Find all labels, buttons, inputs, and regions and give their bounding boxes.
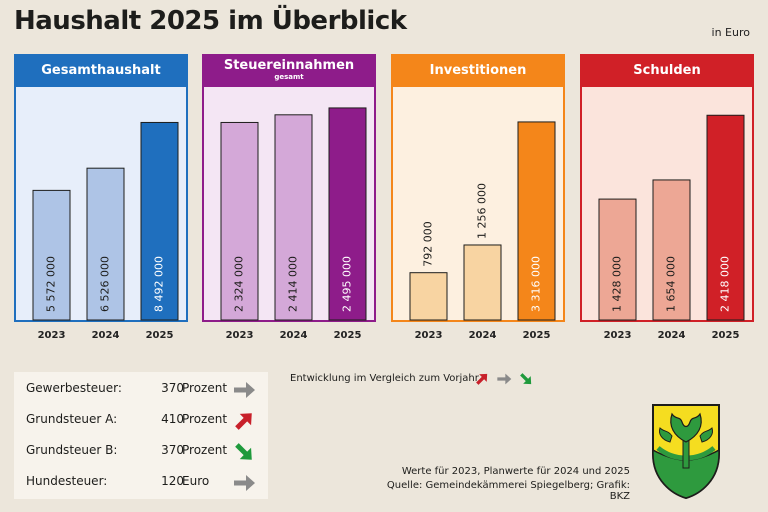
x-tick-label: 2023 xyxy=(225,330,254,341)
bar-2025 xyxy=(328,107,367,321)
chart-title: Gesamthaushalt xyxy=(41,63,161,78)
tax-label: Grundsteuer B: xyxy=(26,443,118,457)
x-tick-label: 2024 xyxy=(91,330,120,341)
bar-2024 xyxy=(86,167,125,321)
chart-subtitle: gesamt xyxy=(274,73,304,81)
arrow-right-icon xyxy=(234,475,255,491)
tax-unit: Prozent xyxy=(182,412,228,426)
bar-2025 xyxy=(140,121,179,321)
bar-value-label: 1 654 000 xyxy=(665,256,678,312)
tax-unit: Prozent xyxy=(182,381,228,395)
tax-value: 370 xyxy=(161,443,184,457)
x-tick-label: 2025 xyxy=(522,330,551,341)
tax-unit: Euro xyxy=(182,474,210,488)
bar-chart-svg: 2 324 000 2 414 000 2 495 000 xyxy=(220,107,367,321)
x-tick-label: 2023 xyxy=(414,330,443,341)
tax-rates-box: Gewerbesteuer: 370 Prozent Grundsteuer A: 41… xyxy=(14,372,268,499)
bar-value-label: 1 256 000 xyxy=(476,183,489,239)
tax-label: Gewerbesteuer: xyxy=(26,381,122,395)
tax-value: 370 xyxy=(161,381,184,395)
bar-value-label: 2 324 000 xyxy=(233,256,246,312)
arrow-right-icon xyxy=(497,373,512,385)
chart-header: Schulden xyxy=(580,54,754,87)
arrow-down-right-icon xyxy=(520,373,532,385)
bar-value-label: 3 316 000 xyxy=(530,256,543,312)
bar-2023 xyxy=(409,272,448,321)
chart-panel-0: Gesamthaushalt 5 572 000 6 526 000 8 492 00… xyxy=(14,54,188,322)
tax-label: Grundsteuer A: xyxy=(26,412,118,426)
x-tick-label: 2024 xyxy=(279,330,308,341)
chart-title: Steuereinnahmen xyxy=(223,58,355,73)
x-tick-label: 2024 xyxy=(657,330,686,341)
bar-2024 xyxy=(463,244,502,321)
bar-value-label: 2 418 000 xyxy=(719,256,732,312)
tax-label: Hundesteuer: xyxy=(26,474,108,488)
chart-header: Gesamthaushalt xyxy=(14,54,188,87)
chart-header: Steuereinnahmen gesamt xyxy=(202,54,376,87)
chart-panel-1: Steuereinnahmen gesamt 2 324 000 2 414 000 2… xyxy=(202,54,376,322)
x-tick-label: 2025 xyxy=(711,330,740,341)
bar-value-label: 5 572 000 xyxy=(45,256,58,312)
chart-title: Investitionen xyxy=(429,63,527,78)
x-tick-label: 2023 xyxy=(603,330,632,341)
tax-value: 120 xyxy=(161,474,184,488)
bar-2023 xyxy=(32,189,71,321)
bar-2024 xyxy=(274,114,313,321)
page-title: Haushalt 2025 im Überblick xyxy=(14,6,407,36)
bar-chart-svg: 1 428 000 1 654 000 2 418 000 xyxy=(598,114,745,321)
bar-2025 xyxy=(706,114,745,321)
chart-panel-3: Schulden 1 428 000 1 654 000 2 418 000 xyxy=(580,54,754,322)
chart-panel-2: Investitionen 792 000 1 256 000 3 316 000 xyxy=(391,54,565,322)
municipality-crest-icon xyxy=(652,404,720,500)
bar-value-label: 8 492 000 xyxy=(153,256,166,312)
source-note-values: Werte für 2023, Planwerte für 2024 und 2… xyxy=(401,466,630,477)
legend-text: Entwicklung im Vergleich zum Vorjahr xyxy=(290,373,479,384)
bar-2025 xyxy=(517,121,556,321)
arrow-up-right-icon xyxy=(476,373,488,385)
bar-2024 xyxy=(652,179,691,321)
arrow-down-right-icon xyxy=(235,443,252,460)
bar-2023 xyxy=(598,198,637,321)
bar-value-label: 6 526 000 xyxy=(99,256,112,312)
x-tick-label: 2025 xyxy=(145,330,174,341)
bar-value-label: 2 414 000 xyxy=(287,256,300,312)
bar-value-label: 792 000 xyxy=(422,221,435,267)
x-tick-label: 2023 xyxy=(37,330,66,341)
chart-title: Schulden xyxy=(633,63,701,78)
unit-label: in Euro xyxy=(711,26,750,39)
bar-value-label: 2 495 000 xyxy=(341,256,354,312)
trend-legend: Entwicklung im Vergleich zum Vorjahr xyxy=(290,373,532,385)
bar-value-label: 1 428 000 xyxy=(611,256,624,312)
bar-chart-svg: 5 572 000 6 526 000 8 492 000 xyxy=(32,121,179,321)
arrow-right-icon xyxy=(234,382,255,398)
chart-header: Investitionen xyxy=(391,54,565,87)
bar-chart-svg: 792 000 1 256 000 3 316 000 xyxy=(409,121,556,321)
arrow-up-right-icon xyxy=(235,413,252,430)
x-tick-label: 2025 xyxy=(333,330,362,341)
tax-value: 410 xyxy=(161,412,184,426)
source-note-credit: Quelle: Gemeindekämmerei Spiegelberg; Gr… xyxy=(386,480,630,502)
tax-unit: Prozent xyxy=(182,443,228,457)
bar-2023 xyxy=(220,121,259,321)
x-tick-label: 2024 xyxy=(468,330,497,341)
